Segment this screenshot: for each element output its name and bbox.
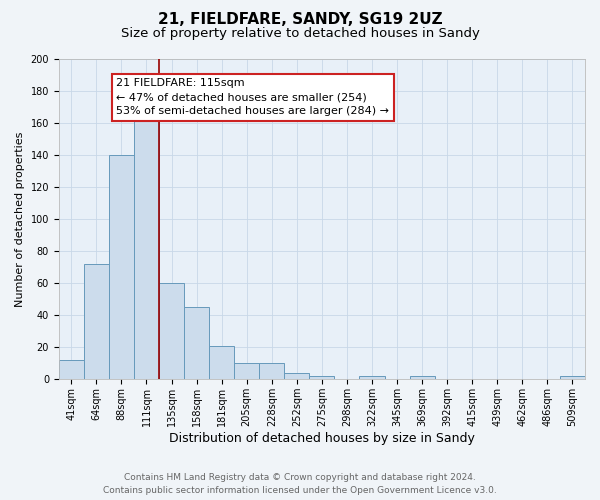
Bar [84, 264, 109, 380]
Bar [184, 307, 209, 380]
Bar [359, 376, 385, 380]
Bar [284, 373, 310, 380]
Bar [109, 155, 134, 380]
Text: Size of property relative to detached houses in Sandy: Size of property relative to detached ho… [121, 28, 479, 40]
Bar [159, 283, 184, 380]
Text: 21, FIELDFARE, SANDY, SG19 2UZ: 21, FIELDFARE, SANDY, SG19 2UZ [158, 12, 442, 28]
Bar [134, 115, 159, 380]
Bar [310, 376, 334, 380]
Text: Contains HM Land Registry data © Crown copyright and database right 2024.
Contai: Contains HM Land Registry data © Crown c… [103, 474, 497, 495]
Bar [209, 346, 234, 380]
Bar [560, 376, 585, 380]
Bar [234, 364, 259, 380]
Text: 21 FIELDFARE: 115sqm
← 47% of detached houses are smaller (254)
53% of semi-deta: 21 FIELDFARE: 115sqm ← 47% of detached h… [116, 78, 389, 116]
Bar [59, 360, 84, 380]
Bar [410, 376, 434, 380]
Y-axis label: Number of detached properties: Number of detached properties [15, 132, 25, 307]
X-axis label: Distribution of detached houses by size in Sandy: Distribution of detached houses by size … [169, 432, 475, 445]
Bar [259, 364, 284, 380]
